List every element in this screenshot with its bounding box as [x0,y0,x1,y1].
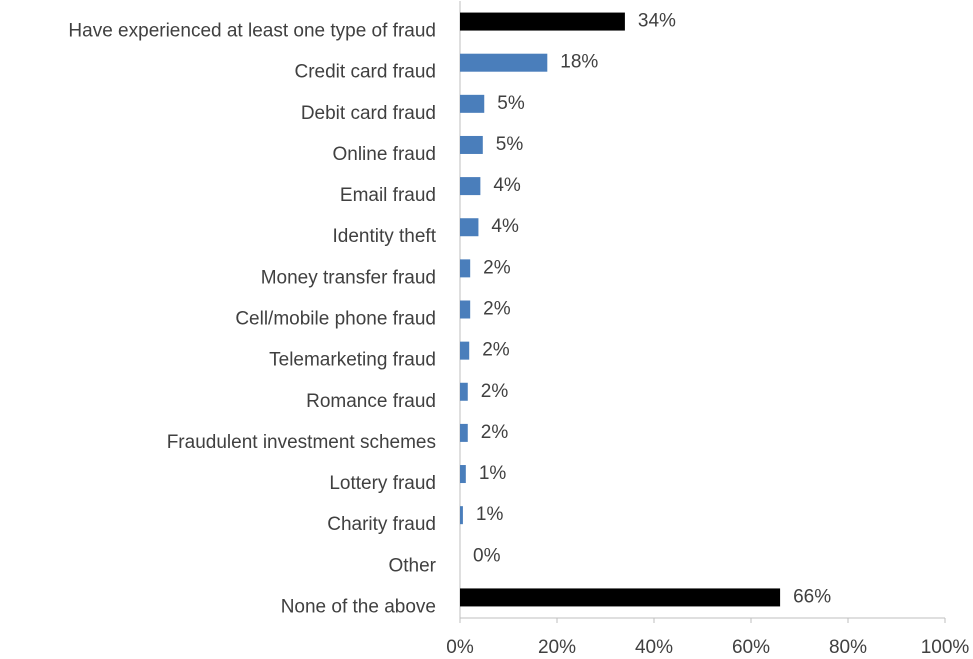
bar [460,506,463,525]
y-tick-label: Cell/mobile phone fraud [235,309,436,330]
bar [460,300,471,319]
value-label: 1% [476,504,504,525]
y-tick-label: Charity fraud [327,514,436,535]
value-label: 2% [481,381,509,402]
y-tick-label: Have experienced at least one type of fr… [68,21,436,42]
value-label: 0% [473,545,501,566]
value-label: 34% [638,11,676,32]
y-tick-label: Fraudulent investment schemes [167,432,436,453]
bar [460,259,471,278]
x-tick-label: 0% [446,637,474,658]
value-label: 4% [491,216,519,237]
bar [460,423,468,442]
y-tick-label: Debit card fraud [301,103,436,124]
bar [460,382,468,401]
value-label: 2% [483,299,511,320]
y-tick-label: Other [388,555,436,576]
bar [460,135,483,154]
value-label: 5% [497,93,525,114]
bar [460,177,481,196]
value-label: 2% [481,422,509,443]
x-tick-label: 80% [829,637,867,658]
y-tick-label: Lottery fraud [329,473,436,494]
bar [460,218,479,237]
value-label: 5% [496,134,524,155]
y-tick-label: Credit card fraud [294,62,436,83]
value-label: 2% [483,257,511,278]
bar [460,53,548,72]
y-tick-label: Money transfer fraud [261,267,436,288]
y-tick-label: Online fraud [332,144,436,165]
y-tick-label: Romance fraud [306,391,436,412]
bar [460,341,470,360]
x-tick-label: 100% [921,637,970,658]
bar [460,12,625,31]
bar [460,588,781,607]
x-tick-label: 60% [732,637,770,658]
bar [460,94,485,113]
value-label: 18% [560,52,598,73]
value-label: 66% [793,586,831,607]
y-tick-label: Telemarketing fraud [269,350,436,371]
value-label: 1% [479,463,507,484]
value-label: 4% [493,175,521,196]
y-tick-label: None of the above [281,596,436,617]
y-tick-label: Identity theft [332,226,436,247]
y-tick-label: Email fraud [340,185,436,206]
x-tick-label: 20% [538,637,576,658]
value-label: 2% [482,340,510,361]
bar [460,465,466,484]
x-tick-label: 40% [635,637,673,658]
